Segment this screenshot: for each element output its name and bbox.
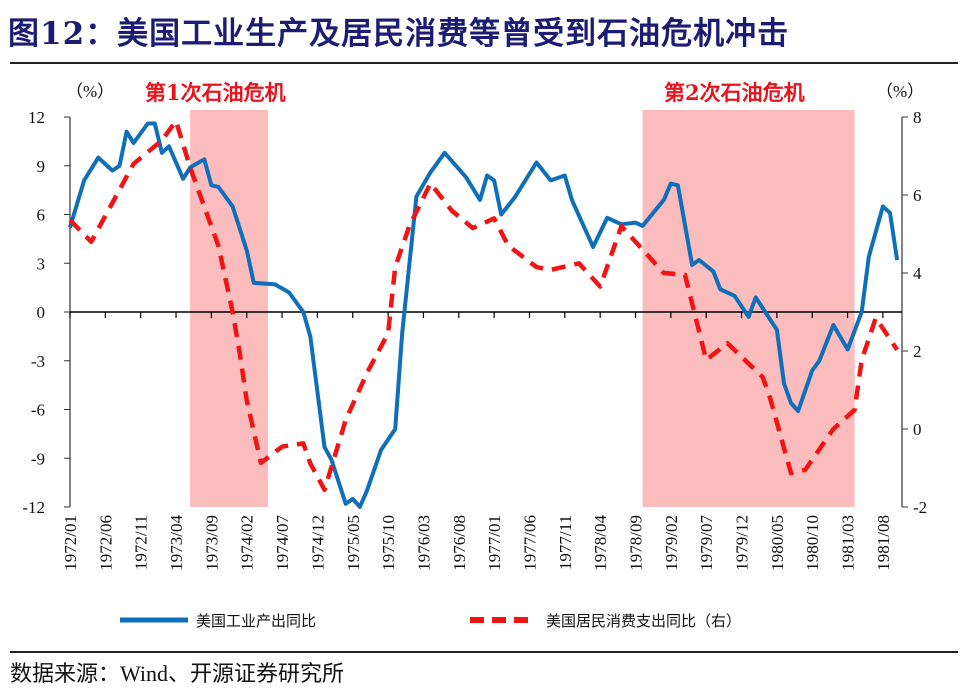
x-axis-tick-label: 1981/03 <box>839 515 858 571</box>
source-note: 数据来源：Wind、开源证券研究所 <box>10 661 344 686</box>
left-axis-tick-label: 6 <box>37 206 46 225</box>
title-divider <box>10 62 958 64</box>
legend-label-industrial-output: 美国工业产出同比 <box>196 612 316 630</box>
x-axis-tick-label: 1975/10 <box>379 515 398 571</box>
x-axis-tick-label: 1974/07 <box>273 515 292 571</box>
x-axis-tick-label: 1972/01 <box>61 515 80 571</box>
left-axis-tick-label: 9 <box>37 157 46 176</box>
x-axis-tick-label: 1980/10 <box>803 515 822 571</box>
x-axis-tick-label: 1976/08 <box>450 515 469 571</box>
x-axis-tick-label: 1974/12 <box>308 515 327 571</box>
x-axis-tick-label: 1978/09 <box>627 515 646 571</box>
left-axis-tick-label: 3 <box>37 254 46 273</box>
left-axis-unit: （%） <box>66 82 114 101</box>
figure-title: 图12：美国工业生产及居民消费等曾受到石油危机冲击 <box>8 16 790 52</box>
x-axis-tick-label: 1972/06 <box>96 515 115 571</box>
left-axis-tick-label: -9 <box>31 449 45 468</box>
line-chart: 第1次石油危机 第2次石油危机 （%） （%） 12 9 6 3 0 -3 -6 -9 -12 8 6 4 2 0… <box>22 80 927 630</box>
left-axis-tick-label: -3 <box>31 352 45 371</box>
x-axis-tick-label: 1977/11 <box>556 515 575 570</box>
x-axis-tick-label: 1978/04 <box>591 515 610 571</box>
x-axis-tick-label: 1979/12 <box>733 515 752 571</box>
right-axis-tick-label: -2 <box>913 498 927 517</box>
right-axis-tick-label: 8 <box>913 108 922 127</box>
left-axis-tick-label: 0 <box>37 303 46 322</box>
x-axis-tick-label: 1974/02 <box>238 515 257 571</box>
x-axis-tick-label: 1975/05 <box>344 515 363 571</box>
crisis-shade-2 <box>642 110 855 507</box>
annotation-oil-crisis-2: 第2次石油危机 <box>664 80 805 105</box>
x-axis-tick-label: 1973/09 <box>202 515 221 571</box>
x-axis-tick-label: 1981/08 <box>874 515 893 571</box>
x-axis-tick-label: 1976/03 <box>414 515 433 571</box>
left-axis-tick-label: 12 <box>28 108 45 127</box>
right-axis-tick-label: 0 <box>913 420 922 439</box>
left-axis-tick-label: -6 <box>31 401 45 420</box>
right-axis-unit: （%） <box>876 82 924 101</box>
right-axis-tick-label: 4 <box>913 264 922 283</box>
x-axis-tick-label: 1977/01 <box>485 515 504 571</box>
x-axis-tick-label: 1973/04 <box>167 515 186 571</box>
x-axis-tick-label: 1979/07 <box>697 515 716 571</box>
x-axis-tick-label: 1980/05 <box>768 515 787 571</box>
x-axis-tick-label: 1972/11 <box>132 515 151 570</box>
series-line-industrial-output <box>68 121 900 509</box>
x-axis-tick-label: 1977/06 <box>520 515 539 571</box>
right-axis-tick-label: 6 <box>913 186 922 205</box>
footer-divider <box>10 651 958 653</box>
legend-label-consumer-spending: 美国居民消费支出同比（右） <box>546 612 741 630</box>
series-line-consumer-spending <box>68 118 899 493</box>
annotation-oil-crisis-1: 第1次石油危机 <box>145 80 286 105</box>
right-axis-tick-label: 2 <box>913 342 922 361</box>
left-axis-tick-label: -12 <box>22 498 45 517</box>
x-axis-tick-label: 1979/02 <box>662 515 681 571</box>
